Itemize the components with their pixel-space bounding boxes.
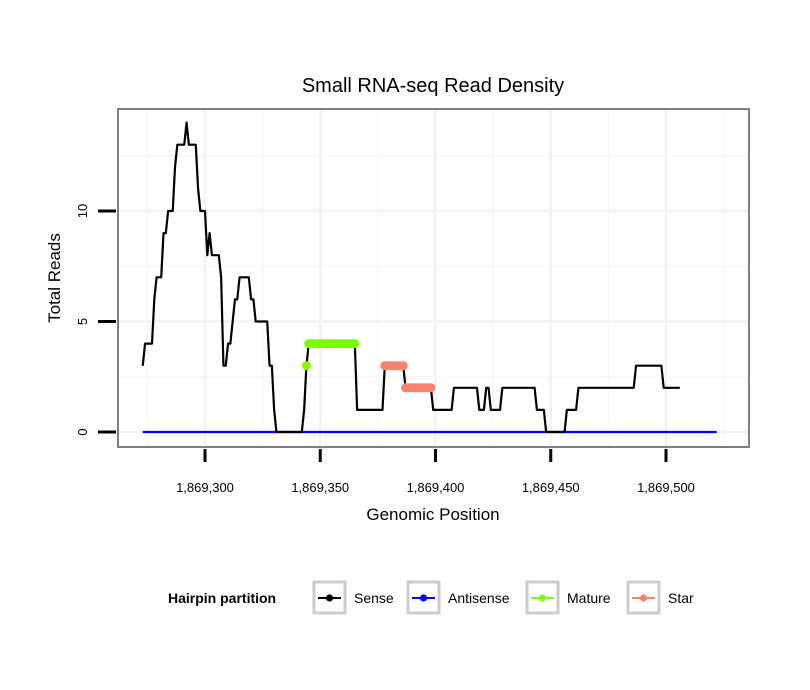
x-axis-title: Genomic Position <box>366 505 499 524</box>
y-tick-label: 5 <box>75 318 90 325</box>
y-tick-label: 0 <box>75 428 90 435</box>
legend-item-sense: Sense <box>312 580 394 615</box>
legend: Hairpin partition Sense Antisense Mature St… <box>168 580 694 615</box>
star-data-point <box>398 361 408 371</box>
legend-key-point <box>538 594 547 602</box>
x-axis: 1,869,300 1,869,350 1,869,400 1,869,450 1,86… <box>176 449 695 495</box>
x-tick-label: 1,869,350 <box>291 480 349 495</box>
plot-panel-background <box>118 109 749 447</box>
legend-label: Sense <box>354 590 394 606</box>
legend-key-point <box>419 594 428 602</box>
y-tick-label: 10 <box>75 204 90 218</box>
x-tick-label: 1,869,500 <box>637 480 695 495</box>
series-layer <box>141 121 717 434</box>
legend-title: Hairpin partition <box>168 590 276 606</box>
y-axis: 0 5 10 <box>75 204 116 436</box>
x-tick-label: 1,869,450 <box>522 480 580 495</box>
legend-item-mature: Mature <box>525 580 611 615</box>
legend-label: Antisense <box>448 590 510 606</box>
legend-label: Mature <box>567 590 611 606</box>
legend-label: Star <box>668 590 694 606</box>
plot-panel-border <box>117 108 750 448</box>
y-axis-title: Total Reads <box>45 233 64 323</box>
legend-item-star: Star <box>626 580 694 615</box>
x-tick-label: 1,869,400 <box>407 480 465 495</box>
x-tick-label: 1,869,300 <box>176 480 234 495</box>
mature-data-point <box>350 339 360 349</box>
mature-data-point <box>301 361 311 371</box>
chart-title: Small RNA-seq Read Density <box>302 75 564 97</box>
legend-key-point <box>639 594 648 602</box>
star-data-point <box>426 383 436 393</box>
legend-key-point <box>325 594 334 602</box>
legend-item-antisense: Antisense <box>406 580 510 615</box>
